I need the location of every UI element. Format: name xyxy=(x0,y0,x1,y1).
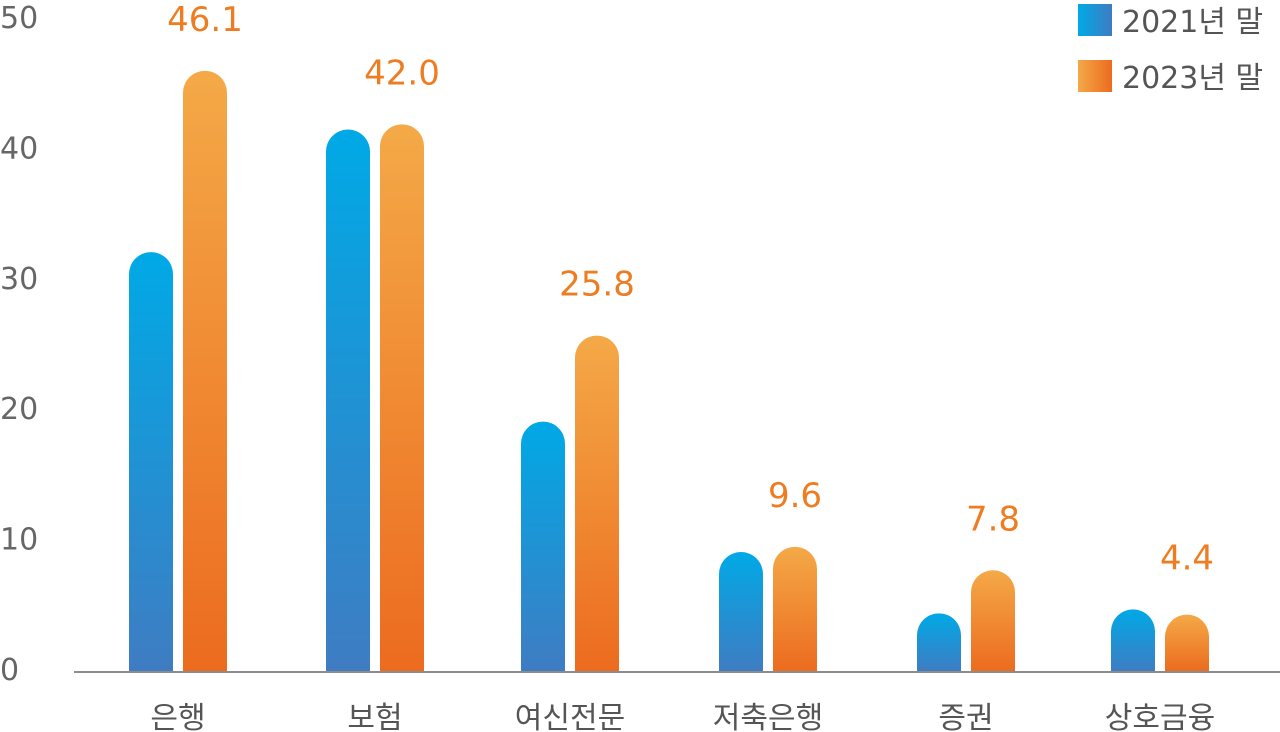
y-tick-label: 20 xyxy=(0,392,38,427)
y-tick-label: 30 xyxy=(0,262,38,297)
data-label: 7.8 xyxy=(966,499,1020,539)
category-label: 저축은행 xyxy=(713,701,823,732)
category-label: 상호금융 xyxy=(1105,701,1215,732)
bar-2021-3 xyxy=(719,552,763,672)
data-label: 4.4 xyxy=(1160,538,1214,578)
bar-2021-2 xyxy=(521,421,565,672)
bars xyxy=(129,70,1209,672)
legend-item: 2023년 말 xyxy=(1078,60,1263,96)
category-labels: 은행 보험 여신전문 저축은행 증권 상호금융 xyxy=(150,701,1215,732)
category-label: 보험 xyxy=(347,701,402,732)
category-label: 은행 xyxy=(150,701,205,732)
bar-2021-5 xyxy=(1111,609,1155,672)
y-tick-label: 40 xyxy=(0,131,38,166)
bar-2023-4 xyxy=(971,570,1015,672)
y-axis-ticks: 0 10 20 30 40 50 xyxy=(0,1,38,688)
bar-2023-0 xyxy=(183,70,227,672)
data-label: 9.6 xyxy=(768,476,822,516)
data-labels: 46.1 42.0 25.8 9.6 7.8 4.4 xyxy=(167,0,1214,578)
category-label: 여신전문 xyxy=(515,701,625,732)
data-label: 46.1 xyxy=(167,0,243,40)
legend-swatch xyxy=(1078,4,1112,36)
y-tick-label: 0 xyxy=(0,653,19,688)
y-tick-label: 50 xyxy=(0,1,38,36)
legend-item: 2021년 말 xyxy=(1078,4,1263,40)
data-label: 42.0 xyxy=(364,53,440,93)
bar-2021-1 xyxy=(326,129,370,672)
bar-2021-0 xyxy=(129,252,173,672)
legend-label: 2023년 말 xyxy=(1122,61,1263,96)
legend-swatch xyxy=(1078,60,1112,92)
legend: 2021년 말 2023년 말 xyxy=(1078,4,1263,96)
legend-label: 2021년 말 xyxy=(1122,5,1263,40)
bar-2023-1 xyxy=(380,124,424,672)
bar-2023-3 xyxy=(773,546,817,672)
bar-2021-4 xyxy=(917,613,961,672)
data-label: 25.8 xyxy=(559,265,635,305)
bar-2023-2 xyxy=(575,335,619,672)
y-tick-label: 10 xyxy=(0,523,38,558)
category-label: 증권 xyxy=(938,701,993,732)
bar-2023-5 xyxy=(1165,614,1209,672)
